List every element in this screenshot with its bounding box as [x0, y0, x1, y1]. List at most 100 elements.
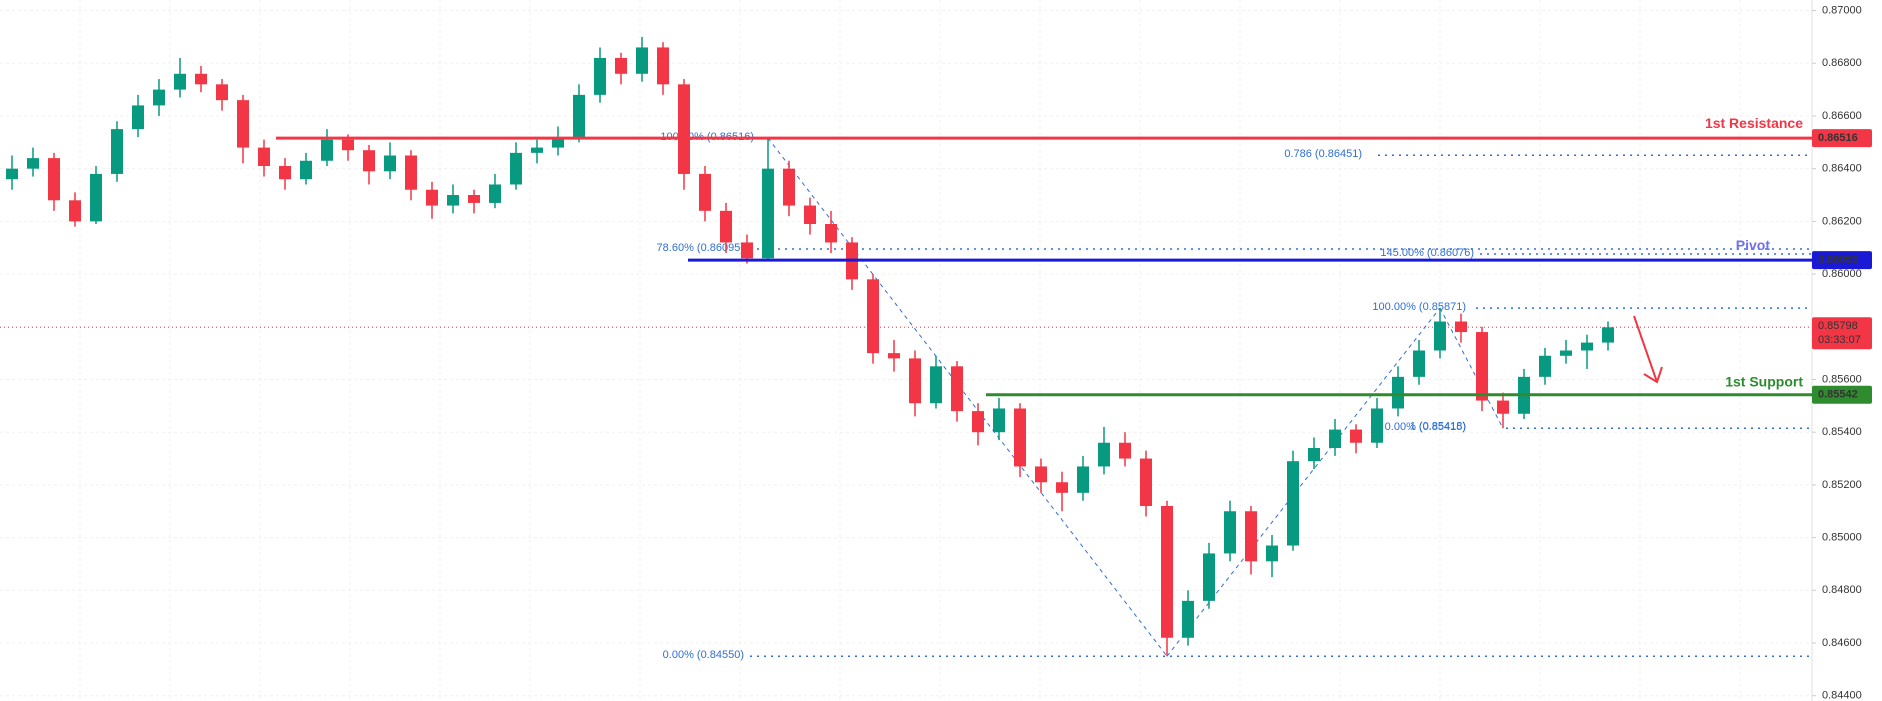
candle-body	[90, 173, 102, 222]
fib-label: 78.60% (0.86095)	[657, 242, 744, 254]
candle-body	[1035, 466, 1047, 483]
candle-body	[678, 84, 690, 174]
level-tag	[1812, 129, 1872, 148]
level-name: Pivot	[1736, 237, 1771, 253]
candle-body	[489, 184, 501, 203]
candle-body	[48, 158, 60, 201]
y-tick-label: 0.86200	[1822, 215, 1862, 227]
fib-trend-line	[767, 137, 1168, 657]
fib-label: 1 (0.85418)	[1410, 420, 1466, 432]
candle-body	[27, 158, 39, 169]
candle-body	[720, 210, 732, 243]
candle-body	[1434, 321, 1446, 351]
candle-body	[825, 224, 837, 243]
candle-body	[342, 139, 354, 151]
y-tick-label: 0.85000	[1822, 532, 1862, 544]
level-name: 1st Resistance	[1705, 115, 1803, 131]
candle-body	[1014, 408, 1026, 467]
candle-body	[1308, 448, 1320, 462]
candle-body	[1245, 511, 1257, 562]
candle-body	[951, 366, 963, 412]
current-price-label: 0.85798	[1818, 320, 1858, 332]
candle-body	[1560, 350, 1572, 356]
candle-body	[1098, 442, 1110, 467]
candle-body	[426, 189, 438, 206]
candle-body	[510, 152, 522, 185]
candle-body	[636, 47, 648, 74]
candle-body	[783, 168, 795, 206]
candle-body	[1371, 408, 1383, 443]
current-price-tag	[1812, 317, 1872, 350]
candle-body	[1266, 545, 1278, 562]
candle-body	[405, 155, 417, 190]
candle-body	[1602, 327, 1614, 343]
countdown-label: 03:33:07	[1818, 334, 1861, 346]
candle-body	[69, 200, 81, 222]
candle-body	[384, 155, 396, 172]
candle-body	[174, 73, 186, 90]
candle-body	[153, 89, 165, 106]
candle-body	[279, 166, 291, 180]
forecast-arrow	[1633, 315, 1663, 384]
fib-label: 145.00% (0.86076)	[1380, 247, 1474, 259]
y-tick-label: 0.87000	[1822, 4, 1862, 16]
time-grid	[79, 0, 1741, 701]
y-tick-label: 0.85600	[1822, 373, 1862, 385]
candle-body	[993, 408, 1005, 433]
candle-body	[1203, 553, 1215, 601]
y-tick-label: 0.86400	[1822, 163, 1862, 175]
fib-label: 100.00% (0.85871)	[1372, 301, 1466, 313]
candle-body	[1056, 482, 1068, 493]
candle-body	[1392, 376, 1404, 409]
candle-body	[930, 366, 942, 404]
y-tick-label: 0.86800	[1822, 57, 1862, 69]
candle-body	[363, 150, 375, 172]
candle-body	[1497, 400, 1509, 414]
level-tag-label: 0.85542	[1818, 389, 1858, 401]
candle-body	[195, 73, 207, 85]
level-tag	[1812, 385, 1872, 404]
y-tick-label: 0.86000	[1822, 268, 1862, 280]
candle-body	[258, 147, 270, 167]
y-tick-label: 0.85200	[1822, 479, 1862, 491]
candle-body	[741, 242, 753, 259]
candle-body	[594, 57, 606, 95]
candle-body	[1077, 466, 1089, 493]
y-tick-label: 0.84400	[1822, 690, 1862, 701]
level-tag	[1812, 251, 1872, 270]
candle-body	[552, 137, 564, 148]
candle-body	[972, 411, 984, 433]
candle-body	[237, 100, 249, 148]
candle-body	[447, 195, 459, 206]
candle-body	[615, 57, 627, 74]
candle-body	[321, 139, 333, 161]
candle-body	[699, 173, 711, 211]
y-tick-label: 0.85400	[1822, 426, 1862, 438]
candle-body	[804, 205, 816, 225]
fib-label: 0.00% (0.85415)	[1385, 421, 1466, 433]
candle-body	[1329, 429, 1341, 449]
candle-body	[573, 94, 585, 138]
candle-body	[1581, 342, 1593, 351]
candle-body	[888, 353, 900, 359]
candle-body	[1476, 332, 1488, 401]
candle-body	[531, 147, 543, 153]
candle-body	[1161, 505, 1173, 638]
candle-body	[111, 129, 123, 174]
candle-body	[1413, 350, 1425, 377]
y-tick-label: 0.84800	[1822, 584, 1862, 596]
candle-body	[867, 279, 879, 354]
level-tag-label: 0.86053	[1818, 254, 1858, 266]
candle-body	[1539, 355, 1551, 377]
level-name: 1st Support	[1725, 373, 1803, 389]
candle-body	[1119, 442, 1131, 459]
candle-body	[6, 168, 18, 180]
candle-body	[657, 47, 669, 85]
candle-body	[1455, 321, 1467, 333]
candle-body	[1140, 458, 1152, 506]
candle-body	[1224, 511, 1236, 554]
candle-body	[132, 105, 144, 130]
fib-label: 0.786 (0.86451)	[1284, 148, 1362, 160]
